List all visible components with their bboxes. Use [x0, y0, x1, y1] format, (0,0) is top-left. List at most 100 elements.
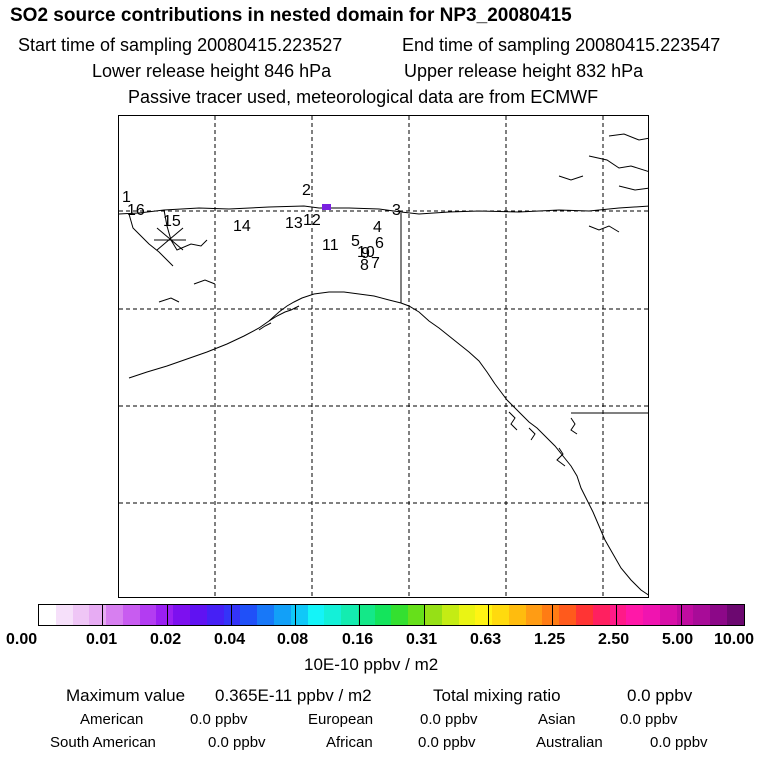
colorbar-tick-label: 0.04: [214, 631, 246, 648]
colorbar-cell: [408, 605, 425, 625]
colorbar-tick-label: 10.00: [714, 631, 755, 648]
colorbar-cell: [106, 605, 123, 625]
colorbar-cell: [89, 605, 107, 625]
colorbar-cell: [206, 605, 224, 625]
colorbar-cell: [391, 605, 409, 625]
colorbar-cell: [290, 605, 308, 625]
region-value: 0.0 ppbv: [420, 711, 478, 728]
lower-release-height-text: Lower release height 846 hPa: [92, 61, 332, 81]
colorbar-tick-label: 0.01: [86, 631, 118, 648]
region-name: South American: [50, 734, 156, 751]
colorbar-cell: [626, 605, 644, 625]
colorbar: [38, 604, 745, 626]
colorbar-tick: [102, 604, 103, 626]
colorbar-cell: [39, 605, 56, 625]
region-value: 0.0 ppbv: [208, 734, 266, 751]
figure-title: SO2 source contributions in nested domai…: [10, 5, 572, 26]
colorbar-cell: [72, 605, 90, 625]
site-label: 11: [322, 237, 339, 254]
region-name: Australian: [536, 734, 603, 751]
coastlines: [119, 133, 648, 596]
colorbar-cell: [592, 605, 610, 625]
western-alaska-coast: [163, 209, 208, 251]
colorbar-cell: [441, 605, 459, 625]
colorbar-units: 10E-10 ppbv / m2: [304, 655, 439, 674]
site-label: 4: [373, 219, 382, 236]
colorbar-cell: [727, 605, 744, 625]
region-value: 0.0 ppbv: [418, 734, 476, 751]
site-label: 12: [303, 212, 321, 229]
meteorology-note: Passive tracer used, meteorological data…: [128, 87, 599, 107]
start-time-text: Start time of sampling 20080415.223527: [18, 35, 343, 55]
colorbar-cell: [659, 605, 677, 625]
colorbar-cell: [508, 605, 526, 625]
colorbar-cell: [643, 605, 660, 625]
site-label: 8: [360, 257, 369, 274]
region-name: European: [308, 711, 374, 728]
colorbar-cell: [475, 605, 493, 625]
colorbar-cell: [458, 605, 476, 625]
map-canvas: [119, 116, 648, 597]
site-label: 9: [361, 245, 370, 262]
colorbar-tick: [359, 604, 360, 626]
colorbar-tick-label: 2.50: [598, 631, 630, 648]
colorbar-tick: [552, 604, 553, 626]
colorbar-tick: [488, 604, 489, 626]
site-label: 15: [163, 213, 181, 230]
region-name: Asian: [538, 711, 576, 728]
colorbar-cell: [710, 605, 728, 625]
colorbar-cell: [273, 605, 291, 625]
site-label: 6: [375, 235, 384, 252]
arctic-coastline: [119, 205, 648, 215]
site-label: 1: [122, 189, 131, 206]
max-value: 0.365E-11 ppbv / m2: [215, 686, 372, 705]
colorbar-cell: [341, 605, 358, 625]
colorbar-cell: [240, 605, 258, 625]
colorbar-tick: [681, 604, 682, 626]
colorbar-cell: [542, 605, 560, 625]
colorbar-tick-label: 1.25: [534, 631, 566, 648]
region-name: African: [326, 734, 373, 751]
map-panel: 1 16 15 14 13 12 2 11 3 4 5 6 10 9 8 7: [118, 115, 649, 598]
colorbar-cell: [693, 605, 711, 625]
colorbar-cell: [55, 605, 73, 625]
pacific-northwest-coast: [494, 383, 648, 596]
colorbar-tick-label: 0.08: [277, 631, 309, 648]
colorbar-tick: [616, 604, 617, 626]
site-label: 3: [392, 202, 401, 219]
colorbar-cell: [609, 605, 627, 625]
colorbar-tick: [424, 604, 425, 626]
colorbar-cell: [122, 605, 140, 625]
site-label: 7: [371, 255, 380, 272]
colorbar-cell: [156, 605, 174, 625]
colorbar-cell: [525, 605, 543, 625]
site-label: 5: [351, 233, 360, 250]
release-marker: [154, 227, 186, 251]
colorbar-tick: [231, 604, 232, 626]
colorbar-tick: [295, 604, 296, 626]
site-label: 16: [127, 202, 145, 219]
upper-release-height-text: Upper release height 832 hPa: [404, 61, 644, 81]
colorbar-cell: [357, 605, 375, 625]
site-label: 14: [233, 218, 251, 235]
colorbar-cell: [374, 605, 392, 625]
region-name: American: [80, 711, 144, 728]
colorbar-tick-label: 5.00: [662, 631, 694, 648]
colorbar-cell: [257, 605, 274, 625]
max-value-label: Maximum value: [66, 686, 186, 705]
region-value: 0.0 ppbv: [620, 711, 678, 728]
site-label: 13: [285, 215, 303, 232]
colorbar-cell: [676, 605, 694, 625]
colorbar-cell: [424, 605, 442, 625]
gulf-of-alaska-coast: [128, 291, 402, 379]
colorbar-cell: [324, 605, 342, 625]
total-mixing-ratio-value: 0.0 ppbv: [627, 686, 693, 705]
region-value: 0.0 ppbv: [190, 711, 248, 728]
site-label: 10: [357, 244, 375, 261]
colorbar-tick-label: 0.63: [470, 631, 502, 648]
colorbar-tick-label: 0.02: [150, 631, 182, 648]
total-mixing-ratio-label: Total mixing ratio: [433, 686, 561, 705]
colorbar-cell: [190, 605, 207, 625]
site-label: 2: [302, 182, 311, 199]
colorbar-tick-label: 0.00: [6, 631, 38, 648]
